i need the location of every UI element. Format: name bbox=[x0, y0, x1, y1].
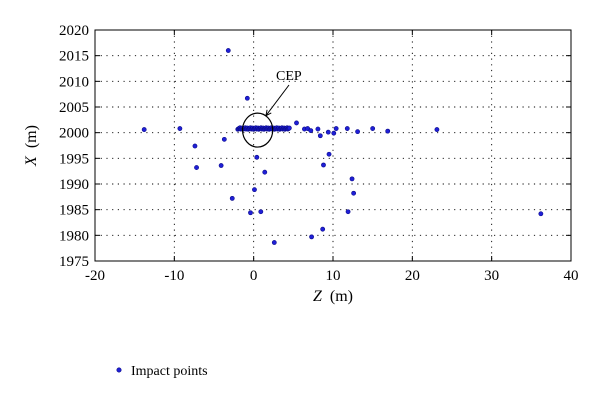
y-tick-label: 1985 bbox=[59, 203, 89, 219]
y-tick-label: 2005 bbox=[59, 100, 89, 116]
x-tick-label: 30 bbox=[484, 268, 499, 284]
impact-point bbox=[248, 210, 253, 216]
impact-point bbox=[225, 48, 231, 53]
y-tick-label: 2015 bbox=[59, 49, 89, 65]
cep-arrow-head bbox=[265, 109, 272, 117]
impact-point bbox=[349, 176, 355, 182]
x-tick-label: -10 bbox=[164, 268, 184, 284]
x-tick-label: 10 bbox=[326, 268, 341, 284]
impact-point bbox=[321, 162, 326, 168]
y-axis-unit: (m) bbox=[23, 125, 40, 148]
impact-point bbox=[141, 127, 147, 132]
x-axis-unit: (m) bbox=[330, 288, 353, 305]
impact-point bbox=[345, 209, 351, 215]
impact-point bbox=[244, 95, 250, 101]
x-axis-tick-labels: -20 -10 0 10 20 30 40 bbox=[85, 268, 579, 284]
legend-label: Impact points bbox=[131, 364, 208, 379]
impact-point bbox=[252, 187, 257, 193]
impact-point bbox=[271, 240, 277, 245]
grid bbox=[95, 30, 571, 261]
impact-points bbox=[141, 48, 544, 245]
impact-point bbox=[385, 128, 391, 134]
impact-point bbox=[218, 163, 224, 168]
cep-label: CEP bbox=[276, 69, 302, 84]
impact-point bbox=[254, 154, 260, 160]
impact-point bbox=[309, 234, 314, 240]
y-tick-label: 1975 bbox=[59, 254, 89, 270]
impact-point bbox=[262, 169, 268, 175]
impact-point bbox=[331, 130, 337, 136]
cep-arrow bbox=[265, 84, 290, 117]
impact-point bbox=[355, 129, 360, 135]
y-tick-label: 2020 bbox=[59, 23, 89, 39]
x-axis-label: Z (m) bbox=[313, 288, 353, 305]
impact-point bbox=[192, 143, 198, 149]
impact-point bbox=[308, 128, 314, 134]
y-tick-label: 2010 bbox=[59, 74, 89, 90]
axis-ticks bbox=[94, 29, 572, 262]
x-tick-label: 40 bbox=[564, 268, 579, 284]
y-tick-label: 1990 bbox=[59, 177, 89, 193]
y-axis-tick-labels: 1975 1980 1985 1990 1995 2000 2005 2010 2015 2020 bbox=[59, 23, 89, 270]
impact-point bbox=[344, 126, 350, 131]
impact-point bbox=[538, 211, 544, 217]
y-tick-label: 1980 bbox=[59, 228, 89, 244]
y-axis-label: X (m) bbox=[23, 125, 40, 167]
impact-point bbox=[258, 209, 264, 215]
impact-point bbox=[317, 133, 323, 139]
x-tick-label: 20 bbox=[405, 268, 420, 284]
impact-point bbox=[315, 126, 321, 132]
impact-point bbox=[221, 136, 227, 142]
legend: Impact points bbox=[116, 364, 208, 379]
impact-point bbox=[229, 195, 235, 201]
impact-point bbox=[194, 165, 199, 170]
legend-marker bbox=[116, 367, 122, 373]
impact-point bbox=[294, 120, 299, 126]
impact-point bbox=[351, 190, 357, 196]
x-tick-label: 0 bbox=[250, 268, 258, 284]
impact-point bbox=[177, 126, 183, 131]
cep-annotation: CEP bbox=[241, 69, 302, 148]
x-tick-label: -20 bbox=[85, 268, 105, 284]
y-tick-label: 1995 bbox=[59, 151, 89, 167]
impact-point bbox=[434, 127, 440, 132]
cep-circle bbox=[241, 112, 274, 148]
impact-point bbox=[286, 125, 292, 131]
impact-point bbox=[333, 126, 339, 131]
y-tick-label: 2000 bbox=[59, 126, 89, 142]
x-axis-var: Z bbox=[313, 288, 323, 305]
impact-point bbox=[326, 151, 332, 157]
y-axis-var: X bbox=[23, 155, 40, 167]
impact-point bbox=[320, 226, 326, 232]
impact-point bbox=[370, 126, 376, 131]
impact-point bbox=[325, 129, 331, 135]
